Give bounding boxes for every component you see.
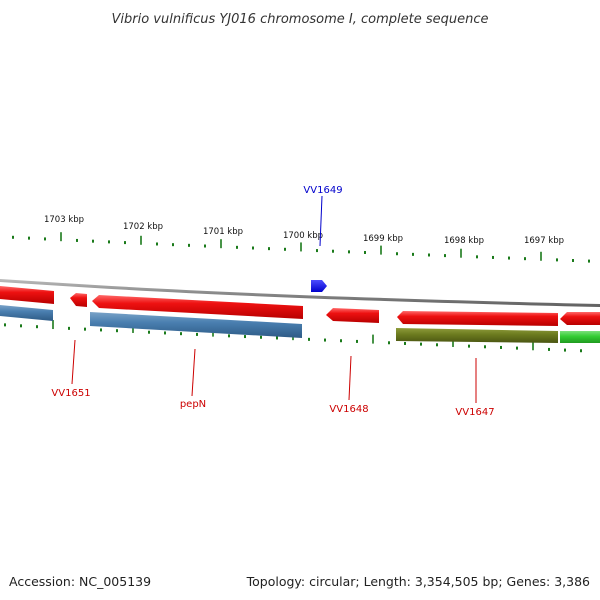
gene-arrow[interactable] — [326, 308, 379, 323]
cds-bar[interactable] — [560, 331, 600, 343]
accession-text: Accession: NC_005139 — [9, 574, 151, 589]
ruler-label: 1703 kbp — [44, 215, 84, 225]
ruler-labels: 1703 kbp 1702 kbp 1701 kbp 1700 kbp 1699… — [44, 215, 564, 246]
cds-track — [0, 305, 600, 343]
cds-bar[interactable] — [396, 328, 558, 343]
sequence-summary: Topology: circular; Length: 3,354,505 bp… — [246, 574, 590, 589]
gene-label-pepn[interactable]: pepN — [180, 399, 206, 410]
gene-vv1649-arrow[interactable] — [311, 280, 327, 292]
ruler-label: 1701 kbp — [203, 227, 243, 237]
ruler-label: 1698 kbp — [444, 236, 484, 246]
gene-arrow[interactable] — [70, 293, 87, 307]
gene-label-vv1647[interactable]: VV1647 — [455, 407, 494, 418]
gene-labels: VV1651 pepN VV1648 VV1647 — [51, 388, 494, 418]
gene-track — [0, 286, 600, 326]
gene-vv1649-leader — [319, 195, 323, 247]
leader-line — [191, 348, 196, 397]
leader-line — [348, 355, 352, 401]
gene-label-vv1648[interactable]: VV1648 — [329, 404, 368, 415]
gene-arrow[interactable] — [397, 311, 558, 326]
gene-arrow[interactable] — [560, 312, 600, 325]
cds-bar[interactable] — [0, 305, 53, 321]
gene-leaders — [71, 339, 477, 403]
ruler-label: 1700 kbp — [283, 231, 323, 241]
gene-label-vv1651[interactable]: VV1651 — [51, 388, 90, 399]
map-title: Vibrio vulnificus YJ016 chromosome I, co… — [111, 12, 488, 27]
cds-bar[interactable] — [90, 312, 302, 338]
ruler-label: 1697 kbp — [524, 236, 564, 246]
gene-arrow[interactable] — [0, 286, 54, 304]
leader-line — [71, 339, 76, 385]
ruler-label: 1699 kbp — [363, 234, 403, 244]
gene-vv1649-label[interactable]: VV1649 — [303, 185, 342, 196]
gene-arrow[interactable] — [92, 295, 303, 319]
ruler-ticks-top — [12, 232, 590, 263]
ruler-label: 1702 kbp — [123, 222, 163, 232]
chromosome-backbone — [0, 279, 600, 307]
